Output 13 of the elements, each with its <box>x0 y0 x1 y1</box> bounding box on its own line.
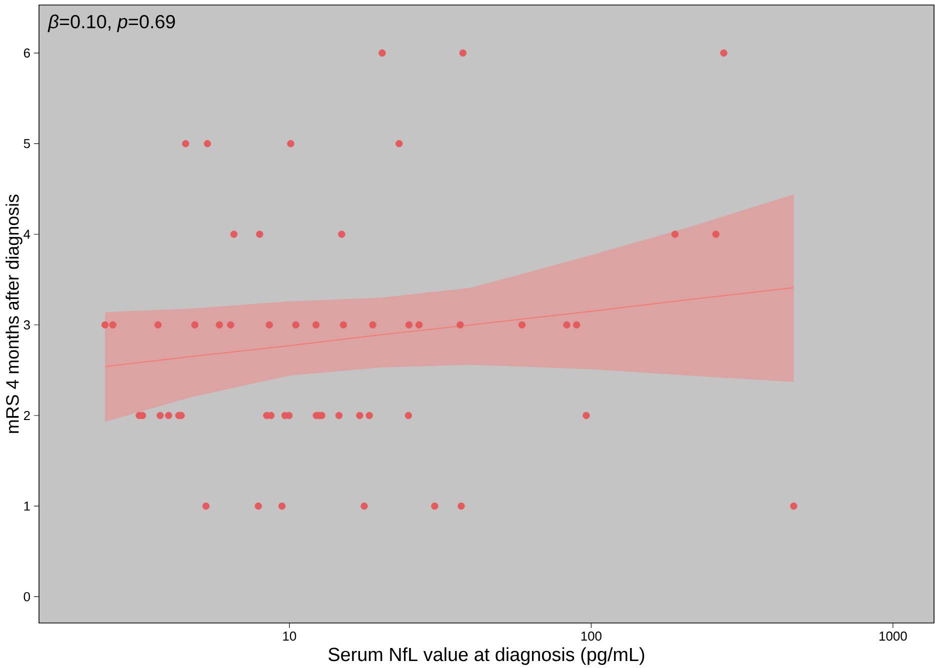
y-axis-title: mRS 4 months after diagnosis <box>6 194 22 433</box>
annotation: β=0.10, p=0.69 <box>48 14 175 32</box>
y-tick-label: 5 <box>24 139 30 148</box>
y-tick-label: 1 <box>24 502 30 511</box>
x-tick-label: 100 <box>581 632 602 641</box>
y-tick-label: 2 <box>24 410 30 420</box>
x-axis-title: Serum NfL value at diagnosis (pg/mL) <box>328 647 644 665</box>
y-tick-label: 3 <box>24 320 30 330</box>
y-tick-label: 6 <box>24 48 30 58</box>
x-tick-label: 1000 <box>880 632 907 641</box>
y-tick-label: 4 <box>24 230 30 239</box>
y-tick-label: 0 <box>24 592 30 602</box>
x-tick-label: 10 <box>283 632 296 641</box>
